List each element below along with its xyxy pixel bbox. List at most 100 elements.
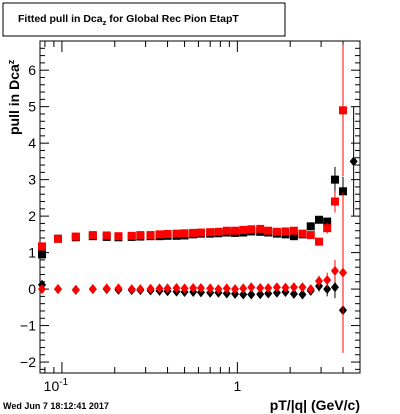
data-point	[330, 175, 339, 184]
data-point	[239, 225, 248, 234]
y-tick-label: 6	[28, 62, 36, 78]
data-point	[298, 289, 307, 300]
series-black-square	[38, 166, 347, 259]
y-tick-label: −2	[20, 354, 36, 370]
data-point	[289, 232, 298, 241]
data-point	[127, 284, 136, 295]
x-axis-label: pT/|q| (GeV/c)	[270, 397, 360, 413]
data-point	[214, 227, 223, 236]
data-point	[349, 156, 358, 167]
footer-timestamp: Wed Jun 7 18:12:41 2017	[3, 401, 109, 411]
data-point	[180, 229, 189, 238]
data-point	[54, 234, 63, 243]
data-point	[323, 284, 332, 295]
x-tick-label: 10-1	[44, 377, 69, 394]
data-point	[338, 267, 347, 278]
data-point	[323, 274, 332, 285]
data-point	[256, 282, 265, 293]
data-point	[163, 283, 172, 294]
data-point	[247, 289, 256, 300]
data-point	[306, 231, 315, 240]
data-point	[38, 242, 47, 251]
data-point	[71, 284, 80, 295]
data-point	[247, 282, 256, 293]
data-point	[256, 224, 265, 233]
data-point	[306, 284, 315, 295]
data-point	[136, 284, 145, 295]
y-tick-label: 1	[28, 245, 36, 261]
data-point	[196, 282, 205, 293]
data-point	[338, 187, 347, 196]
data-marks	[38, 44, 358, 353]
data-point	[289, 226, 298, 235]
data-point	[189, 282, 198, 293]
data-point	[38, 284, 47, 295]
data-point	[231, 284, 240, 295]
data-point	[127, 231, 136, 240]
data-point	[256, 289, 265, 300]
data-point	[71, 232, 80, 241]
data-point	[54, 284, 63, 295]
data-point	[272, 282, 281, 293]
title-box	[2, 2, 286, 37]
data-point	[136, 231, 145, 240]
data-point	[146, 231, 155, 240]
data-point	[206, 283, 215, 294]
data-point	[114, 283, 123, 294]
data-point	[146, 283, 155, 294]
y-tick-label: 2	[28, 208, 36, 224]
data-point	[323, 224, 332, 233]
data-point	[163, 229, 172, 238]
data-point	[281, 282, 290, 293]
data-point	[298, 282, 307, 293]
data-point	[315, 215, 324, 224]
data-point	[330, 282, 339, 293]
data-point	[172, 229, 181, 238]
data-point	[214, 284, 223, 295]
data-point	[272, 287, 281, 298]
data-point	[231, 226, 240, 235]
data-point	[281, 227, 290, 236]
data-point	[102, 231, 111, 240]
data-point	[172, 282, 181, 293]
data-point	[306, 222, 315, 231]
y-tick-label: 3	[28, 172, 36, 188]
data-point	[88, 231, 97, 240]
data-point	[38, 250, 47, 259]
data-point	[264, 288, 273, 299]
x-axis-ticks: 10-1 1	[44, 41, 361, 394]
y-tick-label: 0	[28, 281, 36, 297]
data-point	[102, 283, 111, 294]
data-point	[330, 265, 339, 276]
data-point	[289, 288, 298, 299]
data-point	[247, 225, 256, 234]
y-tick-label: 4	[28, 135, 36, 151]
data-point	[315, 237, 324, 246]
data-point	[222, 226, 231, 235]
data-point	[323, 217, 332, 226]
data-point	[338, 106, 347, 115]
data-point	[206, 228, 215, 237]
series-black-diamond	[38, 106, 358, 329]
data-point	[272, 227, 281, 236]
series-red-square	[38, 44, 347, 251]
y-axis-label: pull in Dcaz	[6, 59, 22, 135]
data-point	[289, 282, 298, 293]
data-point	[264, 282, 273, 293]
data-point	[155, 230, 164, 239]
data-point	[239, 289, 248, 300]
data-point	[222, 283, 231, 294]
data-point	[88, 284, 97, 295]
data-point	[298, 229, 307, 238]
series-red-diamond	[38, 192, 347, 353]
data-point	[114, 232, 123, 241]
chart-title: Fitted pull in Dcaz for Global Rec Pion …	[18, 13, 239, 27]
y-tick-label: 5	[28, 99, 36, 115]
data-point	[180, 283, 189, 294]
data-point	[155, 283, 164, 294]
data-point	[222, 288, 231, 299]
y-axis-ticks: −2 −1 0 1 2 3 4 5 6	[20, 40, 360, 370]
data-point	[315, 276, 324, 287]
y-tick-label: −1	[20, 318, 36, 334]
